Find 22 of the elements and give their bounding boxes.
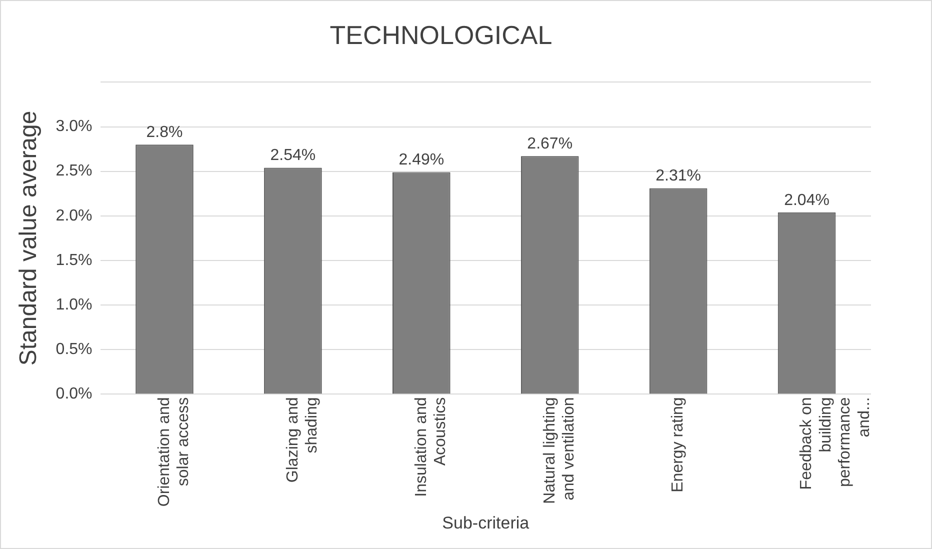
y-tick-label: 2.5% xyxy=(56,162,92,180)
y-tick-label: 1.0% xyxy=(56,296,92,314)
y-tick-label: 1.5% xyxy=(56,252,92,269)
x-axis-title: Sub-criteria xyxy=(442,513,530,532)
y-tick-label: 2.0% xyxy=(56,207,92,224)
y-axis-title: Standard value average xyxy=(15,110,42,366)
data-label: 2.8% xyxy=(146,124,183,142)
data-label: 2.49% xyxy=(398,152,444,169)
x-tick-label: Natural lighting and ventilation xyxy=(541,397,578,504)
data-label: 2.31% xyxy=(656,168,702,185)
data-label: 2.04% xyxy=(784,192,830,209)
x-tick-label: Feedback on building performance and... xyxy=(798,397,873,490)
x-tick-label: Glazing and shading xyxy=(284,397,321,483)
y-tick-label: 3.0% xyxy=(56,118,92,136)
y-tick-label: 0.5% xyxy=(56,341,92,358)
data-label: 2.54% xyxy=(270,147,316,164)
y-tick-label: 0.0% xyxy=(56,386,92,403)
data-label: 2.67% xyxy=(527,136,573,153)
x-tick-label: Energy rating xyxy=(670,397,687,492)
chart-title: TECHNOLOGICAL xyxy=(330,20,552,50)
x-tick-label: Orientation and solar access xyxy=(156,397,192,507)
x-tick-label: Insulation and Acoustics xyxy=(412,397,450,497)
